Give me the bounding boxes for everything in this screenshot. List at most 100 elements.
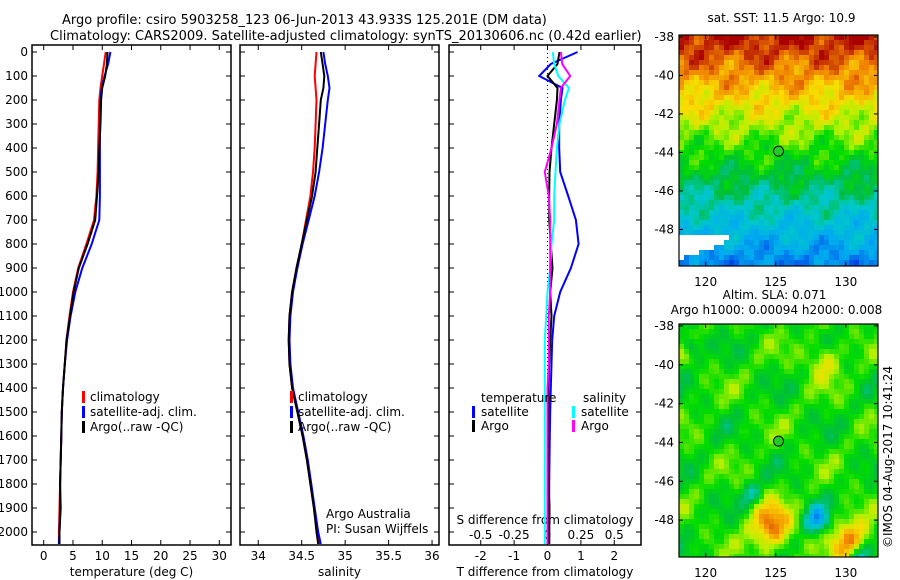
map-cell xyxy=(804,399,809,404)
map-cell xyxy=(734,459,739,464)
map-cell xyxy=(744,544,749,549)
map-cell xyxy=(779,509,784,514)
map-cell xyxy=(829,45,834,50)
map-cell xyxy=(794,190,799,195)
map-cell xyxy=(724,509,729,514)
map-cell xyxy=(754,479,759,484)
map-cell xyxy=(849,359,854,364)
map-cell xyxy=(799,364,804,369)
map-cell xyxy=(724,554,729,557)
map-cell xyxy=(749,165,754,170)
map-cell xyxy=(849,484,854,489)
map-cell xyxy=(859,429,864,434)
map-cell xyxy=(819,379,824,384)
map-cell xyxy=(684,349,689,354)
map-cell xyxy=(754,339,759,344)
map-cell xyxy=(769,464,774,469)
map-cell xyxy=(739,459,744,464)
map-cell xyxy=(779,454,784,459)
map-cell xyxy=(699,354,704,359)
map-cell xyxy=(709,200,714,205)
map-cell xyxy=(869,534,874,539)
map-cell xyxy=(829,499,834,504)
map-cell xyxy=(794,255,799,260)
map-cell xyxy=(769,459,774,464)
map-cell xyxy=(789,55,794,60)
map-cell xyxy=(869,240,874,245)
map-cell xyxy=(704,250,709,255)
map-cell xyxy=(834,394,839,399)
map-cell xyxy=(859,454,864,459)
map-cell xyxy=(799,449,804,454)
map-cell xyxy=(859,45,864,50)
map-cell xyxy=(714,534,719,539)
map-cell xyxy=(694,35,699,40)
map-cell xyxy=(749,369,754,374)
map-cell xyxy=(739,359,744,364)
x-tick-label: 34 xyxy=(251,549,266,563)
map-cell xyxy=(699,160,704,165)
map-cell xyxy=(764,329,769,334)
map-cell xyxy=(774,444,779,449)
map-cell xyxy=(799,60,804,65)
map-cell xyxy=(844,454,849,459)
map-cell xyxy=(794,165,799,170)
map-cell xyxy=(809,125,814,130)
map-cell xyxy=(809,414,814,419)
map-cell xyxy=(804,459,809,464)
map-cell xyxy=(839,240,844,245)
map-cell xyxy=(804,135,809,140)
map-cell xyxy=(699,494,704,499)
map-cell xyxy=(829,260,834,265)
map-cell xyxy=(734,250,739,255)
map-cell xyxy=(864,50,869,55)
map-cell xyxy=(839,554,844,557)
map-cell xyxy=(684,494,689,499)
map-cell xyxy=(709,260,714,265)
map-cell xyxy=(764,150,769,155)
map-cell xyxy=(679,439,684,444)
map-cell xyxy=(874,60,878,65)
map-cell xyxy=(774,95,779,100)
map-cell xyxy=(729,429,734,434)
map-cell xyxy=(794,344,799,349)
map-cell xyxy=(694,45,699,50)
map-cell xyxy=(744,424,749,429)
map-cell xyxy=(679,514,684,519)
map-cell xyxy=(689,35,694,40)
map-cell xyxy=(679,95,684,100)
map-cell xyxy=(784,419,789,424)
map-cell xyxy=(804,339,809,344)
map-cell xyxy=(689,339,694,344)
map-cell xyxy=(714,55,719,60)
map-cell xyxy=(804,170,809,175)
map-cell xyxy=(734,404,739,409)
map-cell xyxy=(864,235,869,240)
map-cell xyxy=(679,45,684,50)
map-cell xyxy=(874,389,878,394)
map-cell xyxy=(719,504,724,509)
map-cell xyxy=(789,245,794,250)
map-cell xyxy=(689,499,694,504)
map-cell xyxy=(779,424,784,429)
map-cell xyxy=(689,110,694,115)
map-cell xyxy=(814,135,819,140)
map-cell xyxy=(684,135,689,140)
map-cell xyxy=(709,419,714,424)
map-cell xyxy=(744,115,749,120)
map-cell xyxy=(704,140,709,145)
map-cell xyxy=(709,539,714,544)
map-cell xyxy=(739,255,744,260)
map-cell xyxy=(814,110,819,115)
map-cell xyxy=(809,215,814,220)
map-cell xyxy=(724,50,729,55)
map-cell xyxy=(744,529,749,534)
map-cell xyxy=(734,230,739,235)
map-cell xyxy=(744,240,749,245)
map-cell xyxy=(764,504,769,509)
map-cell xyxy=(689,85,694,90)
map-cell xyxy=(859,469,864,474)
map-cell xyxy=(869,434,874,439)
map-cell xyxy=(839,70,844,75)
map-cell xyxy=(769,160,774,165)
